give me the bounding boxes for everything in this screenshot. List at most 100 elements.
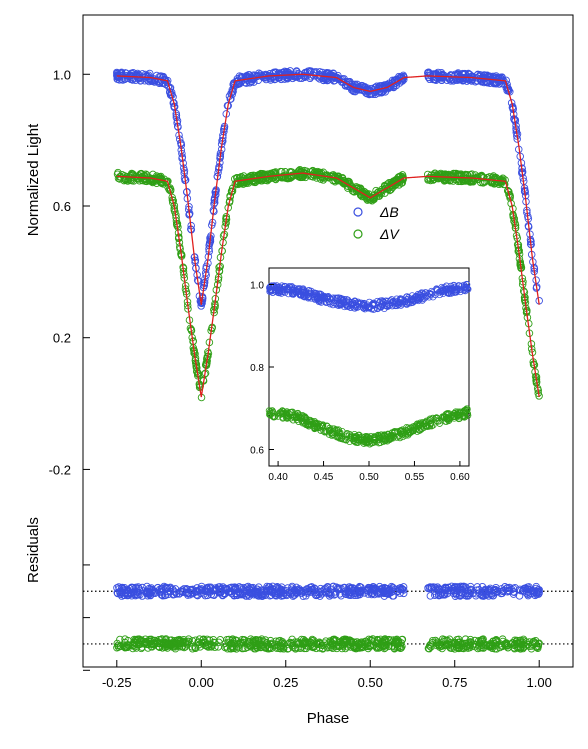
inset-point-0 [395,301,402,309]
residual-point-0 [456,591,464,600]
model-curves [116,73,540,398]
residual-point-0 [266,585,274,593]
legend-marker-v [353,229,363,239]
residual-point-0 [161,583,170,591]
residual-point-1 [215,638,223,647]
inset-point-0 [387,297,394,305]
residual-point-1 [514,644,522,652]
inset-point-0 [460,281,468,289]
inset-point-1 [445,417,453,425]
residual-point-0 [239,587,248,596]
inset-point-1 [441,413,449,421]
data-point-0 [476,75,484,84]
residual-point-1 [373,643,382,651]
residual-point-1 [122,643,131,651]
inset-x-tick-label-0: 0.40 [268,472,288,483]
residual-point-1 [364,642,372,651]
residual-point-1 [479,639,487,648]
residual-point-1 [343,642,351,651]
residual-point-1 [462,643,471,651]
data-point-1 [478,173,487,181]
inset-point-0 [447,289,455,297]
data-point-0 [236,74,245,82]
residual-point-0 [439,591,447,599]
residual-point-1 [289,643,297,651]
residual-point-0 [145,587,154,596]
x-tick-label-2: 0.25 [273,675,298,690]
residual-point-1 [381,643,390,652]
data-point-0 [399,72,408,81]
residual-point-1 [459,643,468,651]
inset-point-1 [433,417,441,424]
inset-point-0 [359,300,367,308]
data-point-0 [241,73,249,81]
residual-point-0 [138,592,146,600]
data-point-0 [293,73,302,81]
residual-point-1 [510,644,519,652]
residual-point-1 [153,637,162,646]
residual-point-0 [431,591,439,599]
residual-point-1 [316,640,325,648]
inset-point-1 [329,430,337,438]
residual-point-1 [327,643,335,651]
residual-point-1 [451,645,459,653]
inset-point-1 [382,437,389,445]
residual-point-0 [155,588,164,596]
residual-point-0 [188,585,197,594]
residual-point-0 [198,586,206,595]
residual-point-1 [188,637,197,645]
inset-point-1 [295,414,303,422]
residual-point-1 [289,639,297,647]
inset-point-1 [450,411,458,419]
residual-point-0 [398,584,406,593]
inset-point-0 [377,297,384,305]
residual-point-0 [534,586,543,594]
residual-point-0 [337,584,345,593]
residual-point-1 [133,637,141,645]
residual-point-1 [380,644,389,653]
inset-point-1 [279,414,287,422]
residual-point-1 [329,635,337,644]
inset-point-1 [269,412,277,420]
residual-point-0 [524,590,532,598]
residual-point-1 [341,635,349,644]
data-point-0 [159,78,167,87]
inset-point-0 [305,293,313,301]
residual-point-1 [532,642,540,651]
residual-point-0 [509,588,518,596]
residual-point-1 [265,644,273,653]
inset-point-0 [324,293,332,301]
legend: ΔB ΔV [353,204,400,242]
x-tick-label-3: 0.50 [358,675,383,690]
inset-point-0 [385,300,392,308]
residual-point-1 [355,644,364,652]
residual-point-0 [385,586,393,594]
residual-point-0 [297,589,306,598]
residual-point-0 [492,588,501,596]
inset-point-0 [373,304,381,312]
inset-point-0 [299,285,307,293]
residual-point-0 [282,590,290,599]
inset-point-1 [325,431,333,438]
data-point-1 [286,172,295,181]
y-tick-label-3: -0.2 [49,462,71,477]
inset-point-1 [443,415,451,423]
inset-point-1 [375,432,383,440]
residual-point-0 [505,583,514,592]
inset-point-0 [433,287,441,294]
residual-point-0 [497,589,505,598]
residual-point-1 [117,642,125,650]
data-point-1 [331,172,339,181]
data-point-1 [264,170,272,178]
data-point-0 [303,68,311,77]
inset-point-1 [407,428,414,436]
residual-point-1 [295,640,303,648]
data-point-0 [335,75,344,84]
x-axis-title: Phase [307,710,350,727]
x-tick-label-1: 0.00 [189,675,214,690]
residual-point-1 [228,636,237,645]
residual-point-0 [515,592,524,600]
data-point-1 [455,171,464,179]
inset-point-0 [281,282,288,290]
residual-point-1 [397,644,405,652]
